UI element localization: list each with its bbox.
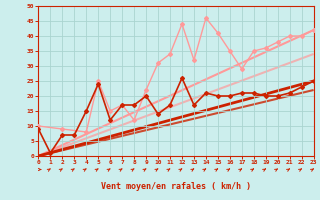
X-axis label: Vent moyen/en rafales ( km/h ): Vent moyen/en rafales ( km/h ) [101, 182, 251, 191]
